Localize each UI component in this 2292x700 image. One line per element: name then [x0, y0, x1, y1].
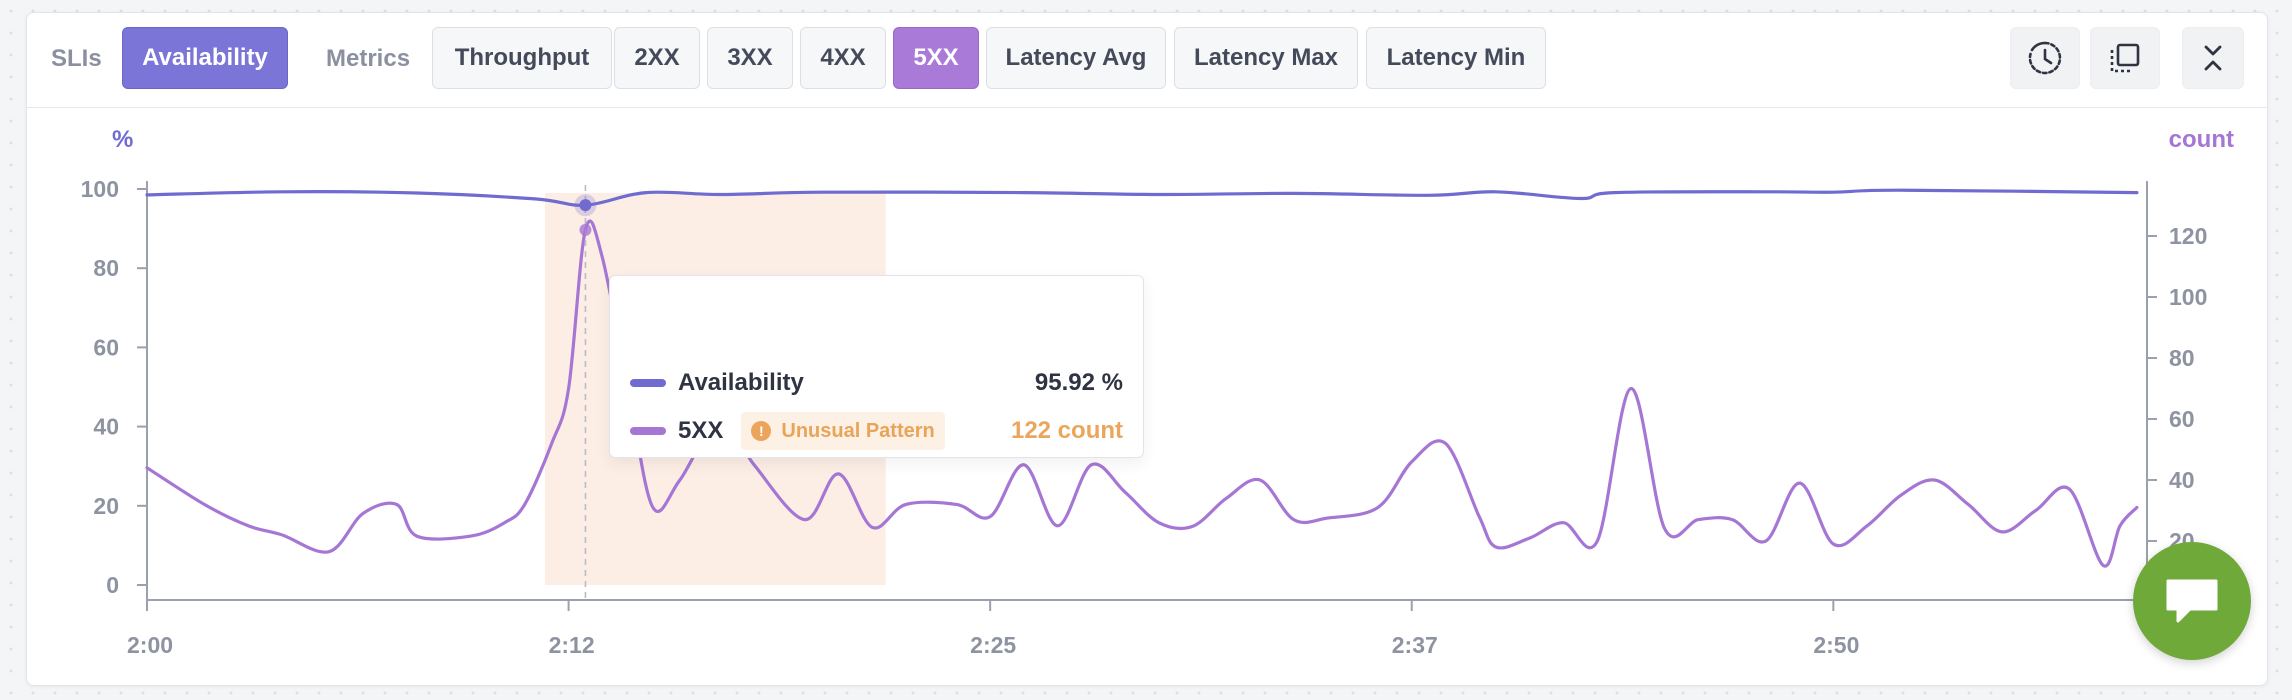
unusual-pattern-badge: ! Unusual Pattern — [741, 412, 945, 450]
time-range-button[interactable] — [2010, 27, 2080, 89]
metric-latency-min-button[interactable]: Latency Min — [1366, 27, 1546, 89]
left-axis-tick-label: 40 — [93, 414, 119, 440]
slis-label: SLIs — [51, 45, 102, 72]
tooltip-series-value: 95.92 % — [1034, 369, 1123, 396]
metric-4xx-button[interactable]: 4XX — [800, 27, 886, 89]
x-axis-tick-label: 2:00 — [127, 632, 173, 658]
5xx-hover-point — [579, 223, 592, 236]
sli-availability-button[interactable]: Availability — [122, 27, 288, 89]
right-axis-unit: count — [2168, 126, 2234, 153]
x-axis-tick-label: 2:25 — [970, 632, 1016, 658]
tooltip-series-name: 5XX — [678, 417, 724, 444]
chat-bubble-icon — [2166, 579, 2218, 623]
metric-5xx-button[interactable]: 5XX — [893, 27, 979, 89]
left-axis-unit: % — [112, 126, 134, 153]
chart-tooltip: Availability 95.92 % 5XX ! Unusual Patte… — [609, 275, 1144, 458]
select-area-button[interactable] — [2090, 27, 2160, 89]
tooltip-row-5xx: 5XX ! Unusual Pattern 122 count — [630, 411, 1123, 451]
metrics-label: Metrics — [326, 45, 411, 72]
right-axis-tick-label: 40 — [2169, 467, 2195, 493]
left-axis-tick-label: 60 — [93, 334, 119, 360]
right-axis-tick-label: 120 — [2169, 223, 2207, 249]
availability-swatch — [630, 379, 666, 387]
right-axis-tick-label: 60 — [2169, 406, 2195, 432]
left-axis-tick-label: 0 — [106, 572, 119, 598]
availability-hover-point — [579, 199, 592, 212]
select-area-icon — [2110, 43, 2140, 73]
warning-icon: ! — [751, 421, 772, 441]
metric-latency-max-button[interactable]: Latency Max — [1174, 27, 1358, 89]
x-axis-tick-label: 2:50 — [1813, 632, 1859, 658]
metric-2xx-button[interactable]: 2XX — [614, 27, 700, 89]
metric-throughput-button[interactable]: Throughput — [432, 27, 612, 89]
right-axis-tick-label: 100 — [2169, 284, 2207, 310]
x-axis-tick-label: 2:12 — [549, 632, 595, 658]
left-axis-tick-label: 100 — [81, 176, 119, 202]
collapse-icon — [2204, 45, 2222, 71]
unusual-pattern-label: Unusual Pattern — [781, 419, 935, 442]
clock-history-icon — [2028, 41, 2062, 75]
collapse-button[interactable] — [2182, 27, 2244, 89]
x-axis-tick-label: 2:37 — [1392, 632, 1438, 658]
metric-latency-avg-button[interactable]: Latency Avg — [986, 27, 1166, 89]
tooltip-series-name: Availability — [678, 369, 804, 396]
metrics-toolbar: SLIs Availability Metrics Throughput 2XX… — [27, 13, 2267, 108]
left-axis-tick-label: 20 — [93, 493, 119, 519]
metric-3xx-button[interactable]: 3XX — [707, 27, 793, 89]
chart-card: SLIs Availability Metrics Throughput 2XX… — [26, 12, 2268, 686]
chat-button[interactable] — [2133, 542, 2251, 660]
tooltip-series-value: 122 count — [1010, 417, 1123, 444]
right-axis-tick-label: 80 — [2169, 345, 2195, 371]
tooltip-row-availability: Availability 95.92 % — [630, 363, 1123, 403]
5xx-swatch — [630, 427, 666, 435]
series-line-availability — [145, 188, 2139, 207]
left-axis-tick-label: 80 — [93, 255, 119, 281]
series-line-5xx — [145, 219, 2139, 568]
